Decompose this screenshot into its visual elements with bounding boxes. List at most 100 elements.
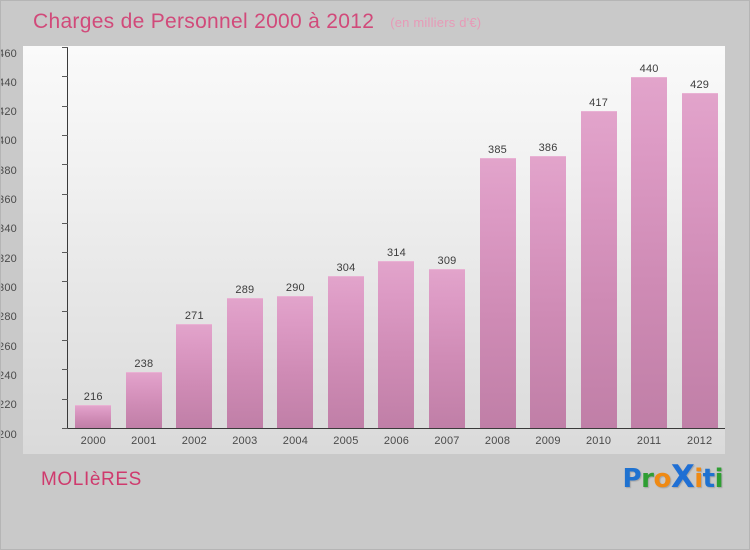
x-axis-label-2004: 2004 [282, 435, 309, 447]
chart-footer: MOLIèRES ProXiti [1, 454, 749, 549]
y-axis-tick [62, 281, 68, 283]
commune-name: MOLIèRES [41, 469, 142, 490]
bar-2002[interactable] [176, 324, 213, 428]
bar-value-label: 429 [690, 79, 710, 92]
x-axis-label-2010: 2010 [585, 435, 612, 447]
bar-slot[interactable]: 304 [321, 48, 372, 428]
y-axis-tick-label: 200 [1, 428, 17, 441]
bar-slot[interactable]: 440 [624, 48, 675, 428]
y-axis-tick-label: 360 [1, 194, 17, 207]
bars-layer: 216 238 271 289 290 304 314 309 385 386 417 440 429 [68, 48, 725, 428]
bar-slot[interactable]: 417 [573, 48, 624, 428]
x-axis-label-2008: 2008 [484, 435, 511, 447]
y-axis-tick [62, 222, 68, 224]
bar-slot[interactable]: 385 [472, 48, 523, 428]
bar-value-label: 417 [589, 96, 609, 109]
plot-inner: 216 238 271 289 290 304 314 309 385 386 417 440 429 [62, 47, 725, 429]
x-axis-label-2012: 2012 [687, 435, 713, 447]
plot-area: 200 220 240 260 280 300 320 340 360 380 400 420 440 4… [1, 46, 725, 454]
y-axis-tick [62, 369, 68, 371]
y-axis-tick-label: 300 [1, 281, 17, 294]
bar-value-label: 314 [386, 247, 406, 260]
chart-header: Charges de Personnel 2000 à 2012 (en mil… [1, 1, 749, 43]
bar-2010[interactable] [580, 110, 617, 428]
bar-2004[interactable] [277, 296, 314, 428]
bar-slot[interactable]: 314 [371, 48, 422, 428]
logo-letter: r [641, 464, 654, 494]
bar-2003[interactable] [226, 297, 263, 428]
bar-2008[interactable] [479, 157, 516, 428]
bar-value-label: 440 [639, 63, 659, 76]
chart-title: Charges de Personnel 2000 à 2012 [33, 10, 375, 33]
y-axis-tick [62, 398, 68, 400]
x-axis-line [67, 428, 725, 429]
bar-value-label: 386 [538, 142, 558, 155]
logo-letter: P [622, 464, 642, 494]
bar-value-label: 271 [184, 310, 204, 323]
logo-letter: X [670, 459, 695, 495]
y-axis-tick-label: 440 [1, 76, 17, 89]
y-axis-tick [62, 134, 68, 136]
x-axis-label-2006: 2006 [383, 435, 410, 447]
y-axis-tick-label: 260 [1, 340, 17, 353]
x-axis-label-2007: 2007 [434, 435, 460, 447]
bar-value-label: 238 [134, 358, 154, 371]
y-axis-labels: 200 220 240 260 280 300 320 340 360 380 400 420 440 4… [1, 48, 67, 441]
bar-slot[interactable]: 309 [422, 48, 473, 428]
bar-slot[interactable]: 238 [119, 48, 170, 428]
y-axis-tick-label: 220 [1, 399, 17, 412]
bar-2006[interactable] [378, 261, 415, 428]
x-axis-label-2001: 2001 [131, 435, 157, 447]
y-axis-tick [62, 193, 68, 195]
x-axis-labels: 2000 2001 2002 2003 2004 2005 2006 2007 2008 2009… [68, 430, 725, 452]
bar-value-label: 304 [336, 262, 356, 274]
y-axis-tick-label: 380 [1, 164, 17, 177]
bar-value-label: 289 [235, 283, 255, 296]
bar-slot[interactable]: 271 [169, 48, 220, 428]
chart-subtitle: (en milliers d'€) [390, 14, 482, 30]
x-axis-label-2003: 2003 [232, 435, 258, 447]
logo-letter: i [714, 464, 724, 494]
y-axis-line [67, 48, 68, 429]
bar-value-label: 216 [83, 390, 103, 403]
bar-2011[interactable] [631, 77, 668, 428]
y-axis-tick [62, 47, 68, 48]
bar-value-label: 309 [437, 254, 457, 267]
logo-letter: t [702, 464, 715, 494]
bar-2012[interactable] [681, 93, 718, 428]
y-axis-tick [62, 76, 68, 78]
bar-value-label: 290 [285, 282, 305, 295]
y-axis-tick-label: 420 [1, 106, 17, 119]
bar-2009[interactable] [530, 156, 567, 428]
y-axis-tick-label: 280 [1, 311, 17, 324]
proxiti-logo[interactable]: ProXiti [622, 459, 724, 495]
y-axis-tick [62, 428, 68, 429]
bar-slot[interactable]: 386 [523, 48, 574, 428]
y-axis-tick [62, 310, 68, 312]
y-axis-tick-label: 320 [1, 252, 17, 265]
bar-value-label: 385 [488, 143, 507, 156]
logo-letter: i [694, 464, 703, 494]
x-axis-label-2002: 2002 [181, 435, 207, 447]
y-axis-tick [62, 252, 68, 254]
bar-2005[interactable] [327, 276, 364, 428]
x-axis-label-2009: 2009 [535, 435, 561, 447]
bar-slot[interactable]: 289 [220, 48, 271, 428]
y-axis-tick [62, 340, 68, 342]
y-axis-tick [62, 164, 68, 166]
bar-2001[interactable] [125, 372, 162, 428]
x-axis-label-2011: 2011 [636, 435, 662, 447]
logo-letter: o [653, 464, 671, 494]
x-axis-label-2005: 2005 [333, 435, 359, 447]
bar-slot[interactable]: 290 [270, 48, 321, 428]
bar-2000[interactable] [75, 404, 112, 428]
bar-2007[interactable] [428, 268, 465, 428]
y-axis-tick [62, 105, 68, 107]
x-axis-label-2000: 2000 [80, 435, 106, 447]
y-axis-tick-label: 340 [1, 223, 17, 236]
bar-slot[interactable]: 429 [674, 48, 725, 428]
y-axis-tick-label: 460 [1, 47, 17, 60]
bar-slot[interactable]: 216 [68, 48, 119, 428]
y-axis-tick-label: 400 [1, 135, 17, 148]
